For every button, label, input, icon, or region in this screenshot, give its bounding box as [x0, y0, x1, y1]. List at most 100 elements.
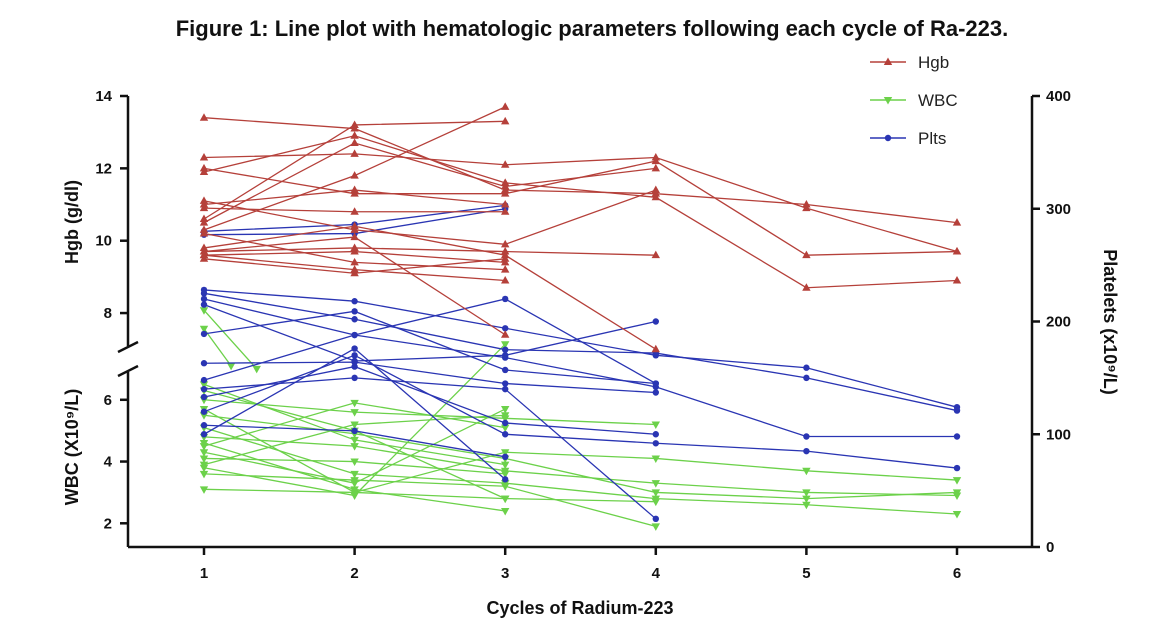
hgb-point [199, 167, 209, 175]
wbc-patient-line [203, 328, 232, 367]
plts-point [502, 325, 509, 332]
wbc-point [802, 489, 811, 497]
x-tick-label: 1 [200, 565, 208, 582]
wbc-point [501, 470, 510, 479]
wbc-patient-line [203, 473, 656, 528]
plts-patient-line [203, 310, 656, 385]
hgb-tick-label: 10 [95, 233, 112, 250]
wbc-point [199, 381, 209, 389]
plts-point [803, 433, 810, 440]
plts-point [200, 301, 208, 308]
hgb-point [350, 207, 359, 215]
hgb-point [350, 257, 359, 266]
plts-point [351, 331, 358, 339]
hgb-point [350, 268, 359, 277]
wbc-point [651, 489, 660, 497]
hgb-point [501, 254, 510, 262]
plts-point [200, 385, 208, 393]
legend-marker-hgb [883, 57, 893, 65]
wbc-point [350, 489, 359, 497]
wbc-point [226, 362, 236, 371]
plts-point [502, 366, 509, 374]
wbc-patient-line [203, 488, 656, 503]
y-axis-label-wbc: WBC (X10⁹/L) [62, 389, 82, 506]
hgb-point [199, 203, 209, 212]
wbc-patient-line [203, 426, 958, 515]
hgb-point [501, 160, 510, 168]
hgb-point [952, 218, 962, 226]
wbc-point [651, 523, 660, 531]
wbc-point [501, 406, 510, 414]
wbc-point [350, 409, 359, 417]
wbc-point [350, 458, 359, 467]
wbc-point [199, 455, 209, 463]
plts-point [502, 295, 509, 303]
x-tick-label: 6 [953, 565, 961, 582]
wbc-point [350, 470, 359, 479]
plts-point [803, 374, 810, 382]
hgb-point [199, 228, 209, 237]
wbc-point [501, 424, 510, 433]
plts-patient-line [203, 298, 657, 385]
wbc-point [802, 495, 811, 504]
hgb-tick-label: 14 [95, 88, 112, 105]
plts-point [351, 427, 358, 435]
series-plts [200, 202, 961, 523]
hgb-point [501, 276, 510, 284]
hgb-point [350, 131, 359, 139]
hgb-patient-line [203, 117, 958, 224]
legend-label-plts: Plts [918, 129, 946, 148]
plts-point [351, 316, 358, 323]
hgb-point [952, 247, 962, 255]
plts-point [652, 440, 659, 447]
wbc-point [199, 449, 209, 457]
hgb-point [350, 232, 359, 241]
wbc-patient-line [203, 309, 258, 370]
plts-point [803, 447, 810, 455]
plts-point [652, 515, 659, 523]
plts-point [953, 464, 961, 472]
hgb-patient-line [203, 135, 958, 289]
plts-point [200, 360, 208, 367]
axis-break-mark-top [117, 340, 139, 354]
wbc-point [501, 449, 510, 457]
axis-break-mark-bottom [117, 364, 139, 378]
wbc-point [199, 470, 209, 479]
x-axis-label: Cycles of Radium-223 [486, 598, 673, 618]
plts-point [200, 422, 208, 429]
hgb-point [651, 250, 660, 259]
hgb-tick-label: 12 [95, 160, 112, 177]
hgb-point [501, 102, 510, 110]
platelet-tick-label: 200 [1046, 314, 1071, 331]
platelet-tick-label: 100 [1046, 426, 1071, 443]
x-tick-label: 3 [501, 565, 509, 582]
wbc-patient-line [203, 399, 656, 426]
hgb-point [651, 192, 660, 201]
wbc-point [501, 461, 510, 470]
wbc-point [350, 436, 359, 445]
hgb-point [501, 200, 510, 208]
wbc-point [952, 511, 962, 519]
legend-label-wbc: WBC [918, 91, 958, 110]
hgb-point [501, 330, 510, 338]
hgb-point [199, 247, 209, 255]
plts-point [502, 352, 509, 359]
legend: Hgb WBC Plts [870, 53, 958, 148]
hgb-point [199, 153, 209, 161]
wbc-point [651, 480, 660, 488]
plts-point [200, 376, 208, 384]
hgb-point [350, 247, 359, 255]
plts-point [351, 374, 358, 382]
hgb-point [350, 138, 359, 147]
plts-point [652, 431, 659, 438]
wbc-point [802, 467, 811, 476]
legend-marker-wbc [883, 97, 893, 105]
hgb-patient-line [203, 247, 656, 256]
hgb-point [350, 171, 359, 179]
plts-point [351, 345, 358, 352]
hgb-point [199, 218, 209, 226]
wbc-point [199, 307, 209, 315]
hgb-point [501, 239, 510, 248]
hgb-point [350, 149, 359, 157]
